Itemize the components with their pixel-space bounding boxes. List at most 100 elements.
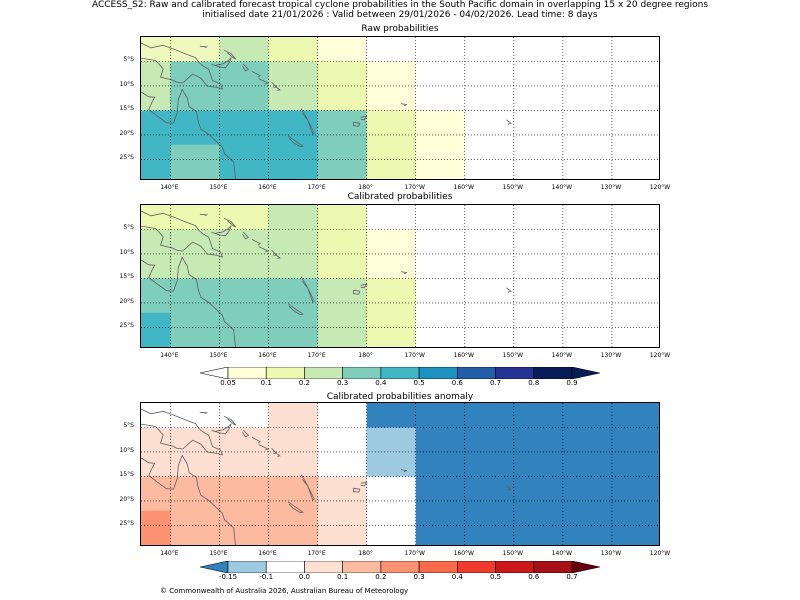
latitude-tick-label: 5°S: [123, 224, 134, 232]
coastline: [360, 115, 368, 121]
probability-region-cell: [317, 205, 367, 230]
colorbar-tick-label: 0.4: [451, 573, 463, 581]
colorbar-tick-label: 0.1: [260, 379, 272, 387]
coastline: [300, 276, 315, 303]
colorbar-segment: [418, 560, 458, 574]
coastline: [287, 303, 304, 316]
colorbar-over-extension: [571, 560, 601, 574]
probability-region-cell: [317, 110, 367, 179]
colorbar-tick-label: 0.6: [451, 379, 463, 387]
coastline: [211, 423, 232, 435]
colorbar-segment: [227, 560, 267, 574]
coastline: [242, 63, 250, 72]
longitude-tick-label: 130°W: [600, 184, 622, 191]
colorbar-tick-label: 0.7: [566, 573, 578, 581]
colorbar-segment: [533, 366, 573, 380]
probability-region-cell: [366, 61, 416, 111]
coastline: [258, 78, 270, 85]
longitude-tick-label: 180°: [358, 550, 373, 557]
longitude-tick-label: 150°W: [502, 184, 524, 191]
latitude-tick-label: 25°S: [119, 154, 134, 162]
coastline: [400, 469, 408, 472]
coastline: [199, 45, 209, 49]
anomaly-map: [140, 402, 660, 546]
colorbar-tick-label: 0.4: [375, 379, 387, 387]
longitude-tick-label: 180°: [358, 352, 373, 359]
panel-title-raw: Raw probabilities: [361, 24, 439, 34]
coastline: [287, 135, 304, 148]
probability-region-cell: [141, 403, 269, 428]
coastline: [274, 451, 281, 457]
coastline: [251, 238, 262, 246]
latitude-tick-label: 10°S: [119, 446, 134, 454]
coastline: [251, 70, 262, 78]
longitude-tick-label: 120°W: [649, 550, 671, 557]
probability-region-cell: [141, 37, 220, 62]
longitude-tick-label: 130°W: [600, 352, 622, 359]
longitude-tick-label: 140°W: [551, 184, 573, 191]
colorbar-tick-label: 0.2: [375, 573, 387, 581]
longitude-tick-label: 140°E: [160, 352, 179, 359]
colorbar-segment: [342, 560, 382, 574]
coastline: [242, 231, 250, 240]
longitude-tick-label: 150°E: [209, 352, 228, 359]
probability-region-cell: [141, 61, 171, 111]
raw-probability-map: [140, 36, 660, 180]
colorbar-segment: [533, 560, 573, 574]
coastline: [242, 429, 250, 438]
longitude-tick-label: 160°W: [453, 352, 474, 359]
latitude-tick-label: 20°S: [119, 297, 134, 305]
colorbar-tick-label: 0.5: [413, 379, 425, 387]
coastline: [258, 444, 270, 451]
coastline: [400, 103, 408, 106]
colorbar-segment: [380, 560, 420, 574]
probability-region-cell: [170, 144, 220, 179]
probability-region-cell: [219, 37, 269, 62]
colorbar-tick-label: -0.1: [259, 573, 274, 581]
probability-region-cell: [366, 229, 416, 279]
probability-region-cell: [268, 205, 318, 230]
colorbar-tick-label: 0.5: [489, 573, 502, 581]
latitude-tick-label: 25°S: [119, 520, 134, 528]
longitude-tick-label: 140°W: [551, 550, 573, 557]
probability-region-cell: [268, 403, 318, 428]
longitude-tick-label: 160°E: [258, 550, 277, 557]
colorbar-tick-label: 0.7: [489, 379, 502, 387]
longitude-tick-label: 160°E: [258, 352, 277, 359]
colorbar-tick-label: 0.9: [566, 379, 578, 387]
coastline: [360, 283, 368, 289]
colorbar-tick-label: 0.8: [528, 379, 540, 387]
coastline: [300, 474, 315, 501]
coastline: [223, 415, 237, 426]
colorbar-tick-label: -0.15: [218, 573, 238, 581]
latitude-tick-label: 10°S: [119, 248, 134, 256]
colorbar-tick-label: 0.05: [220, 379, 236, 387]
latitude-tick-label: 5°S: [123, 56, 134, 64]
longitude-tick-label: 170°E: [307, 550, 326, 557]
longitude-tick-label: 170°W: [404, 352, 425, 359]
longitude-tick-label: 170°E: [307, 184, 326, 191]
longitude-tick-label: 170°W: [404, 184, 425, 191]
coastline: [199, 411, 209, 415]
colorbar-tick-label: 0.3: [413, 573, 425, 581]
longitude-tick-label: 120°W: [649, 184, 671, 191]
map-canvas: [141, 205, 659, 347]
colorbar-segment: [495, 366, 535, 380]
colorbar-segment: [495, 560, 535, 574]
coastline: [360, 481, 368, 487]
colorbar-segment: [265, 366, 305, 380]
longitude-tick-label: 150°E: [209, 550, 228, 557]
longitude-tick-label: 160°W: [453, 184, 474, 191]
longitude-tick-label: 140°W: [551, 352, 573, 359]
probability-region-cell: [366, 278, 416, 347]
colorbar-over-extension: [571, 366, 601, 380]
coastline: [251, 436, 262, 444]
longitude-tick-label: 140°E: [160, 184, 179, 191]
map-canvas: [141, 403, 659, 545]
main-title-line1: ACCESS_S2: Raw and calibrated forecast t…: [91, 0, 709, 10]
probability-region-cell: [415, 110, 465, 179]
calibrated-probability-map: [140, 204, 660, 348]
coastline: [506, 287, 512, 293]
colorbar-tick-label: 0.6: [528, 573, 540, 581]
coastline: [141, 88, 236, 179]
